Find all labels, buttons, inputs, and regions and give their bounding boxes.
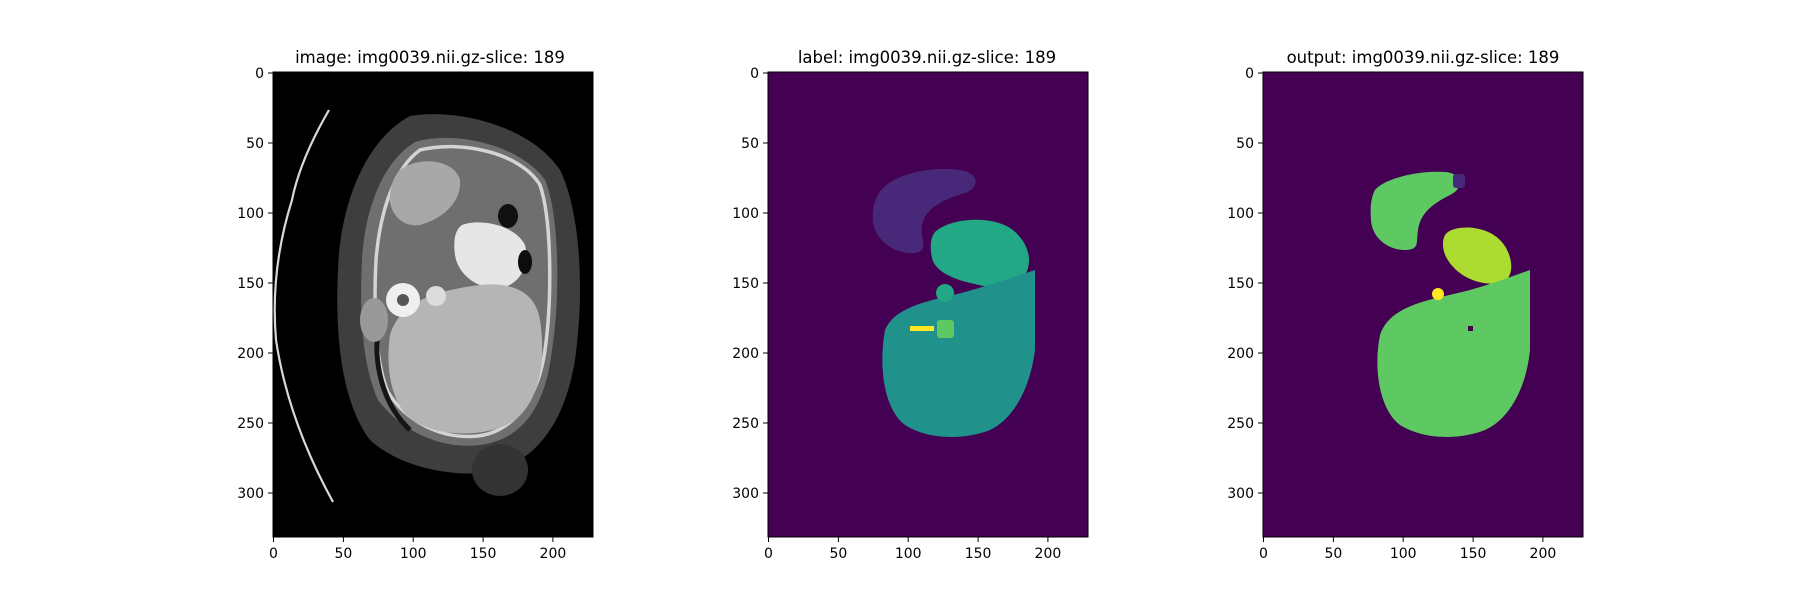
y-tick-label: 0 xyxy=(1245,66,1254,82)
image-panel-title: image: img0039.nii.gz-slice: 189 xyxy=(295,48,565,67)
label-region-teal xyxy=(882,270,1035,437)
contrast-stomach xyxy=(454,222,527,289)
label-region-green-teal xyxy=(930,219,1030,288)
scan-table-line xyxy=(273,109,334,503)
kidney xyxy=(360,298,388,342)
y-tick-label: 0 xyxy=(255,66,264,82)
gas-pocket-2 xyxy=(518,250,532,274)
output-region-yellow-green xyxy=(1442,227,1512,284)
gas-pocket-1 xyxy=(498,204,518,228)
image-axes-frame xyxy=(272,71,594,538)
output-segmentation xyxy=(1370,171,1530,437)
label-panel: label: img0039.nii.gz-slice: 189 0 50 xyxy=(732,48,1089,562)
output-panel-title: output: img0039.nii.gz-slice: 189 xyxy=(1287,48,1560,67)
aorta xyxy=(426,286,446,306)
image-x-axis: 0 50 100 150 200 xyxy=(269,537,566,562)
upper-organ xyxy=(389,161,461,226)
y-tick-label: 150 xyxy=(237,276,264,292)
y-tick-label: 50 xyxy=(246,136,264,152)
x-tick-label: 0 xyxy=(764,546,773,562)
x-tick-label: 100 xyxy=(895,546,922,562)
y-tick-label: 100 xyxy=(732,206,759,222)
y-tick-label: 150 xyxy=(1227,276,1254,292)
x-tick-label: 100 xyxy=(400,546,427,562)
spinal-canal xyxy=(397,294,409,306)
x-tick-label: 0 xyxy=(269,546,278,562)
label-region-yellow xyxy=(910,326,934,331)
label-panel-title: label: img0039.nii.gz-slice: 189 xyxy=(798,48,1056,67)
y-tick-label: 200 xyxy=(237,346,264,362)
label-region-green xyxy=(937,320,954,338)
x-tick-label: 200 xyxy=(1530,546,1557,562)
body-bulge xyxy=(472,444,528,496)
y-tick-label: 50 xyxy=(1236,136,1254,152)
y-tick-label: 150 xyxy=(732,276,759,292)
x-tick-label: 0 xyxy=(1259,546,1268,562)
x-tick-label: 150 xyxy=(965,546,992,562)
liver xyxy=(388,284,543,434)
image-y-axis: 0 50 100 150 200 250 300 xyxy=(237,66,273,502)
ct-scan-image xyxy=(273,109,580,503)
y-tick-label: 50 xyxy=(741,136,759,152)
y-tick-label: 250 xyxy=(237,416,264,432)
output-region-yellow xyxy=(1432,288,1444,300)
label-y-axis: 0 50 100 150 200 250 300 xyxy=(732,66,768,502)
y-tick-label: 100 xyxy=(237,206,264,222)
y-tick-label: 300 xyxy=(1227,486,1254,502)
output-axes-frame xyxy=(1262,71,1584,538)
y-tick-label: 250 xyxy=(1227,416,1254,432)
y-tick-label: 300 xyxy=(732,486,759,502)
y-tick-label: 100 xyxy=(1227,206,1254,222)
x-tick-label: 50 xyxy=(829,546,847,562)
output-region-purple xyxy=(1453,174,1465,188)
output-region-hole xyxy=(1468,326,1473,331)
y-tick-label: 300 xyxy=(237,486,264,502)
label-segmentation xyxy=(872,168,1035,437)
output-panel: output: img0039.nii.gz-slice: 189 0 50 xyxy=(1227,48,1584,562)
label-region-purple xyxy=(872,168,976,254)
output-x-axis: 0 50 100 150 200 xyxy=(1259,537,1556,562)
label-axes-frame xyxy=(767,71,1089,538)
output-y-axis: 0 50 100 150 200 250 300 xyxy=(1227,66,1263,502)
x-tick-label: 50 xyxy=(334,546,352,562)
x-tick-label: 50 xyxy=(1324,546,1342,562)
y-tick-label: 200 xyxy=(732,346,759,362)
output-region-green-liver xyxy=(1377,270,1530,437)
x-tick-label: 200 xyxy=(540,546,567,562)
x-tick-label: 200 xyxy=(1035,546,1062,562)
x-tick-label: 100 xyxy=(1390,546,1417,562)
y-tick-label: 200 xyxy=(1227,346,1254,362)
y-tick-label: 250 xyxy=(732,416,759,432)
x-tick-label: 150 xyxy=(470,546,497,562)
y-tick-label: 0 xyxy=(750,66,759,82)
x-tick-label: 150 xyxy=(1460,546,1487,562)
image-panel: image: img0039.nii.gz-slice: 189 xyxy=(237,48,594,562)
label-x-axis: 0 50 100 150 200 xyxy=(764,537,1061,562)
output-region-green-upper xyxy=(1370,171,1460,250)
rib-cage xyxy=(373,144,552,439)
label-region-small-green xyxy=(936,284,954,302)
